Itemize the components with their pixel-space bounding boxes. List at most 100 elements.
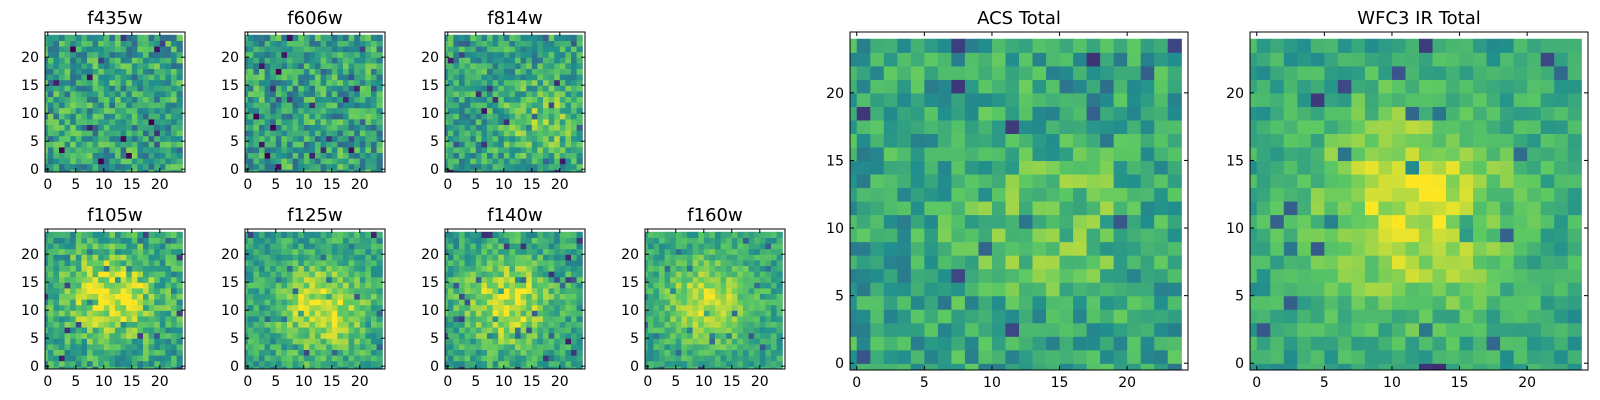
heatmap-cell (520, 130, 527, 137)
heatmap-cell (498, 310, 505, 317)
heatmap-cell (53, 259, 60, 266)
heatmap-cell (320, 141, 327, 148)
heatmap-cell (365, 237, 372, 244)
heatmap-cell (154, 265, 161, 272)
heatmap-cell (326, 287, 333, 294)
heatmap-cell (978, 201, 993, 216)
x-tick-label: 5 (471, 177, 480, 193)
heatmap-cell (576, 366, 583, 369)
heatmap-cell (171, 248, 178, 255)
heatmap-cell (120, 231, 127, 238)
heatmap-cell (281, 146, 288, 153)
heatmap-cell (559, 79, 566, 86)
heatmap-cell (275, 254, 282, 261)
y-tick-label: 20 (21, 50, 39, 66)
heatmap-cell (1127, 336, 1142, 351)
heatmap-cell (503, 107, 510, 114)
heatmap-cell (281, 90, 288, 97)
heatmap-cell (543, 102, 550, 109)
heatmap-cell (1086, 363, 1101, 370)
heatmap-cell (565, 343, 572, 350)
heatmap-cell (537, 366, 544, 369)
heatmap-cell (910, 349, 925, 364)
heatmap-cell (520, 113, 527, 120)
heatmap-cell (664, 271, 671, 278)
heatmap-cell (64, 254, 71, 261)
heatmap-cell (326, 118, 333, 125)
heatmap-cell (492, 265, 499, 272)
heatmap-cell (315, 113, 322, 120)
heatmap-cell (765, 287, 772, 294)
heatmap-cell (698, 338, 705, 345)
heatmap-cell (287, 231, 294, 238)
heatmap-cell (264, 338, 271, 345)
heatmap-cell (309, 271, 316, 278)
heatmap-cell (647, 237, 654, 244)
heatmap-cell (120, 102, 127, 109)
heatmap-cell (543, 338, 550, 345)
heatmap-cell (1127, 241, 1142, 256)
heatmap-cell (765, 310, 772, 317)
heatmap-cell (464, 243, 471, 250)
heatmap-cell (298, 259, 305, 266)
heatmap-cell (287, 282, 294, 289)
heatmap-cell (359, 321, 366, 328)
heatmap-cell (75, 68, 82, 75)
heatmap-cell (287, 243, 294, 250)
heatmap-cell (359, 96, 366, 103)
heatmap-cell (498, 366, 505, 369)
heatmap-cell (343, 62, 350, 69)
heatmap-cell (964, 322, 980, 337)
heatmap-cell (520, 62, 527, 69)
heatmap-cell (464, 79, 471, 86)
heatmap-cell (371, 62, 378, 69)
heatmap-cell (520, 276, 527, 283)
heatmap-cell (348, 68, 355, 75)
heatmap-cell (653, 332, 660, 339)
heatmap-cell (165, 231, 172, 238)
heatmap-cell (247, 57, 254, 64)
heatmap-cell (554, 90, 561, 97)
heatmap-cell (81, 107, 88, 114)
heatmap-cell (137, 338, 144, 345)
heatmap-cell (53, 163, 60, 170)
heatmap-cell (165, 327, 172, 334)
heatmap-cell (531, 343, 538, 350)
heatmap-cell (87, 349, 94, 356)
heatmap-cell (481, 169, 488, 172)
heatmap-cell (264, 265, 271, 272)
heatmap-cell (365, 321, 372, 328)
heatmap-cell (270, 254, 277, 261)
heatmap-cell (709, 304, 716, 311)
heatmap-cell (98, 299, 105, 306)
heatmap-cell (81, 271, 88, 278)
heatmap-cell (109, 332, 116, 339)
heatmap-cell (137, 299, 144, 306)
heatmap-cell (331, 169, 338, 172)
heatmap-cell (281, 46, 288, 53)
heatmap-cell (98, 237, 105, 244)
heatmap-cell (487, 259, 494, 266)
heatmap-cell (309, 130, 316, 137)
heatmap-cell (337, 310, 344, 317)
heatmap-cell (75, 355, 82, 362)
heatmap-cell (559, 349, 566, 356)
heatmap-cell (731, 310, 738, 317)
heatmap-cell (45, 231, 49, 238)
heatmap-cell (81, 113, 88, 120)
heatmap-cell (771, 332, 778, 339)
heatmap-cell (45, 141, 49, 148)
heatmap-cell (687, 304, 694, 311)
heatmap-cell (498, 265, 505, 272)
heatmap-cell (520, 349, 527, 356)
heatmap-cell (498, 237, 505, 244)
heatmap-cell (754, 231, 761, 238)
heatmap-cell (647, 366, 654, 369)
heatmap-cell (159, 113, 166, 120)
heatmap-cell (1154, 349, 1169, 364)
heatmap-cell (92, 360, 99, 367)
heatmap-cell (951, 322, 966, 337)
heatmap-cell (531, 248, 538, 255)
heatmap-cell (103, 74, 110, 81)
heatmap-cell (951, 214, 966, 229)
